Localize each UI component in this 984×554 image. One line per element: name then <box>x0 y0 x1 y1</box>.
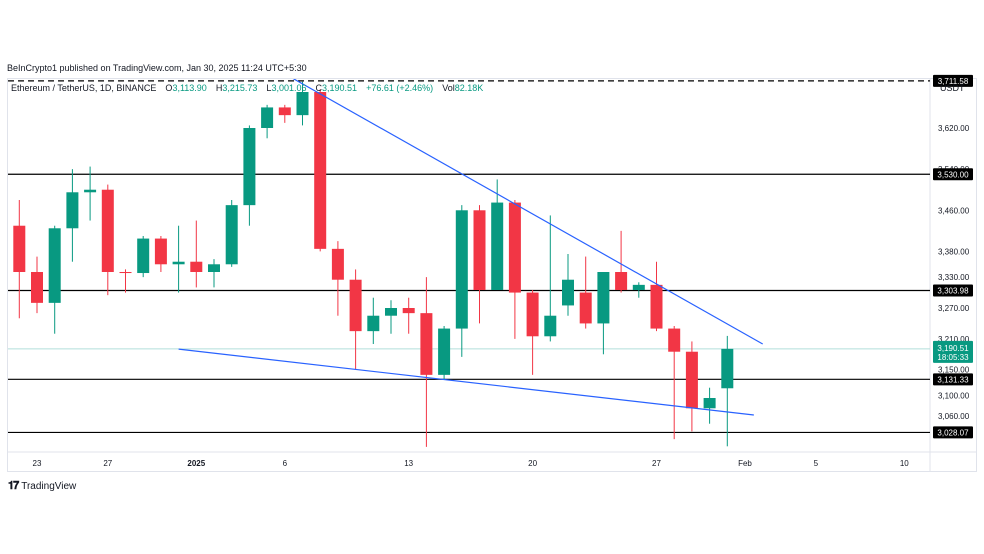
candle-body-down[interactable] <box>190 261 203 272</box>
open-label: O <box>165 83 173 93</box>
high-value: 3,215.73 <box>222 83 258 93</box>
x-tick-label: 23 <box>33 459 42 468</box>
x-tick-label: 2025 <box>187 459 205 468</box>
y-tick-label: 3,460.00 <box>938 206 970 215</box>
candle-body-down[interactable] <box>615 272 628 290</box>
x-tick-label: 20 <box>528 459 537 468</box>
candle-body-up[interactable] <box>296 92 309 116</box>
candle-body-down[interactable] <box>579 292 592 324</box>
high-label: H <box>215 83 223 93</box>
candle-body-down[interactable] <box>402 308 415 314</box>
level-price-label: 3,303.98 <box>937 287 969 296</box>
volume-value: 82.18K <box>454 83 484 93</box>
x-tick-label: 27 <box>652 459 661 468</box>
y-tick-label: 3,270.00 <box>938 304 970 313</box>
currency-label[interactable]: USDT <box>940 83 965 93</box>
level-price-label: 3,131.33 <box>937 375 969 384</box>
candle-body-up[interactable] <box>385 308 397 316</box>
candle-body-up[interactable] <box>225 205 238 265</box>
candle-body-up[interactable] <box>544 315 557 337</box>
open-value: 3,113.90 <box>172 83 207 93</box>
brand-name: TradingView <box>21 480 77 492</box>
y-tick-label: 3,060.00 <box>938 412 970 421</box>
candle-body-up[interactable] <box>48 228 61 303</box>
y-tick-label: 3,100.00 <box>938 391 970 400</box>
change-value: +76.61 (+2.46%) <box>366 83 434 93</box>
close-value: 3,190.51 <box>322 83 358 93</box>
candles-group <box>13 69 763 447</box>
level-price-label: 3,711.58 <box>938 77 969 86</box>
chart-pane[interactable] <box>7 78 977 472</box>
candle-body-down[interactable] <box>278 107 291 116</box>
current-price-label: 3,190.51 <box>937 344 969 353</box>
candle-body-down[interactable] <box>526 292 539 337</box>
level-price-tag <box>933 74 973 87</box>
candle-body-up[interactable] <box>84 189 97 193</box>
level-price-label: 3,028.07 <box>937 428 969 437</box>
trendline[interactable] <box>178 348 754 416</box>
level-price-tag <box>933 426 973 439</box>
x-tick-label: 6 <box>283 459 288 468</box>
candle-body-up[interactable] <box>137 238 150 274</box>
tradingview-logo-icon: 𝟏𝟕 <box>8 479 19 492</box>
candle-body-down[interactable] <box>331 248 344 280</box>
candle-body-up[interactable] <box>721 348 734 389</box>
candle-body-up[interactable] <box>703 398 716 409</box>
candle-body-up[interactable] <box>562 279 574 306</box>
level-price-label: 3,530.00 <box>937 170 969 179</box>
level-price-tag <box>933 168 973 181</box>
candle-body-down[interactable] <box>314 92 327 249</box>
level-price-tag <box>933 373 973 386</box>
volume-label: Vol <box>442 83 455 93</box>
symbol-title[interactable]: Ethereum / TetherUS, 1D, BINANCE <box>11 83 157 93</box>
candle-body-down[interactable] <box>31 272 43 303</box>
candle-body-up[interactable] <box>208 264 220 272</box>
x-tick-label: 13 <box>404 459 413 468</box>
candle-body-down[interactable] <box>685 351 698 409</box>
low-label: L <box>266 83 272 93</box>
candle-body-down[interactable] <box>13 225 26 272</box>
x-tick-label: Feb <box>738 459 752 468</box>
candle-body-up[interactable] <box>491 202 504 290</box>
candle-body-up[interactable] <box>172 261 185 265</box>
x-tick-label: 10 <box>900 459 909 468</box>
candle-body-down[interactable] <box>508 202 521 293</box>
candle-body-up[interactable] <box>367 315 380 332</box>
x-tick-label: 27 <box>103 459 112 468</box>
y-tick-label: 3,380.00 <box>938 247 970 256</box>
candle-body-down[interactable] <box>101 189 114 272</box>
candle-body-down[interactable] <box>420 313 433 375</box>
level-price-tag <box>933 284 973 297</box>
candle-body-down[interactable] <box>349 279 362 332</box>
y-tick-label: 3,330.00 <box>938 273 970 282</box>
candle-body-down[interactable] <box>119 272 132 274</box>
trendline[interactable] <box>276 69 763 345</box>
x-tick-label: 5 <box>814 459 819 468</box>
y-tick-label: 3,150.00 <box>938 366 970 375</box>
candle-body-down[interactable] <box>473 210 486 290</box>
candle-body-up[interactable] <box>261 107 274 128</box>
publisher-line: BeInCrypto1 published on TradingView.com… <box>7 63 307 73</box>
y-tick-label: 3,620.00 <box>938 124 970 133</box>
symbol-legend: Ethereum / TetherUS, 1D, BINANCE O3,113.… <box>11 83 483 93</box>
candle-body-down[interactable] <box>668 328 681 352</box>
candle-body-up[interactable] <box>66 192 79 229</box>
candle-body-up[interactable] <box>438 328 451 375</box>
candle-body-down[interactable] <box>650 284 663 329</box>
low-value: 3,001.06 <box>271 83 307 93</box>
candle-body-up[interactable] <box>243 128 256 206</box>
candle-body-down[interactable] <box>154 238 167 265</box>
tradingview-brand[interactable]: 𝟏𝟕 TradingView <box>8 479 76 493</box>
candle-body-up[interactable] <box>455 210 468 329</box>
current-price-tag <box>933 340 973 363</box>
close-label: C <box>315 83 323 93</box>
candle-body-up[interactable] <box>597 272 610 324</box>
bar-countdown-label: 18:05:33 <box>937 353 969 362</box>
candle-body-up[interactable] <box>632 284 645 290</box>
y-tick-label: 3,210.00 <box>938 335 970 344</box>
